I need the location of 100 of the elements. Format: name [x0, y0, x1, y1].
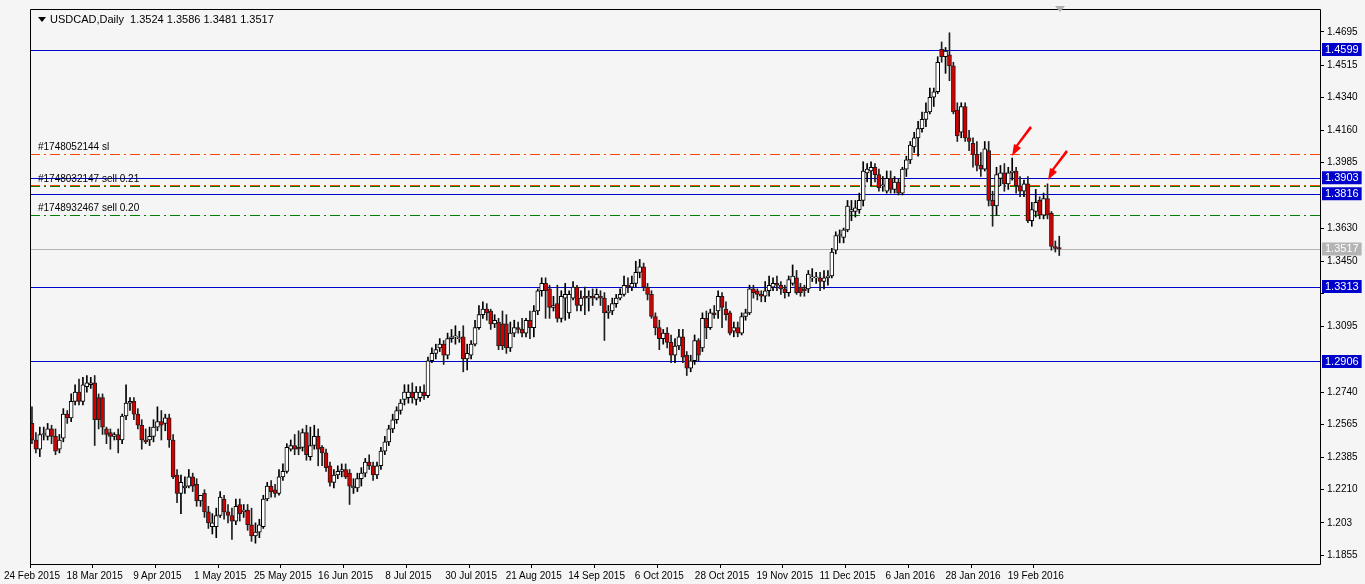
- y-tick-label: 1.1855: [1327, 548, 1359, 560]
- candlestick: [53, 428, 58, 456]
- candlestick: [602, 292, 607, 341]
- y-tick-label: 1.3985: [1327, 156, 1359, 168]
- candlestick: [994, 166, 999, 216]
- candlestick: [598, 290, 603, 306]
- candlestick: [555, 284, 560, 323]
- candlestick: [292, 434, 297, 456]
- y-tick-label: 1.4515: [1327, 58, 1359, 70]
- y-tick-label: 1.3630: [1327, 221, 1359, 233]
- candlestick: [900, 166, 905, 196]
- candlestick: [507, 321, 513, 352]
- candlestick: [300, 428, 305, 452]
- x-tick-label: 28 Jan 2016: [945, 569, 1001, 581]
- y-tick-label: 1.203: [1327, 516, 1353, 528]
- candlestick: [892, 176, 897, 194]
- ref-line-label: 1.4599: [1325, 43, 1359, 56]
- candlestick: [547, 284, 552, 319]
- candlestick: [108, 428, 113, 450]
- candlestick: [147, 426, 152, 446]
- candlestick: [888, 170, 893, 194]
- candlestick: [45, 423, 50, 441]
- x-tick-label: 30 Jul 2015: [445, 569, 498, 581]
- candlestick: [445, 332, 450, 360]
- x-tick-label: 18 Mar 2015: [66, 569, 124, 581]
- y-tick-label: 1.2565: [1327, 418, 1359, 430]
- candlestick: [751, 284, 756, 299]
- candlestick: [586, 290, 592, 312]
- candlestick: [398, 399, 403, 415]
- ref-line-label: 1.2906: [1325, 355, 1359, 368]
- candlestick: [504, 314, 509, 354]
- candlestick: [649, 290, 654, 319]
- candlestick: [755, 288, 760, 301]
- x-tick-label: 1 May 2015: [194, 569, 247, 581]
- candlestick: [739, 312, 744, 336]
- x-tick-label: 25 May 2015: [253, 569, 313, 581]
- candlestick: [464, 343, 470, 371]
- candlestick: [805, 270, 811, 293]
- candlestick: [1037, 196, 1042, 220]
- candlestick: [88, 377, 94, 389]
- chart-title: USDCAD,Daily 1.3524 1.3586 1.3481 1.3517: [50, 13, 274, 25]
- y-tick-label: 1.4160: [1327, 124, 1359, 136]
- ref-line-label: 1.3903: [1325, 171, 1359, 184]
- candlestick: [947, 32, 952, 82]
- candlestick: [696, 338, 701, 362]
- candlestick: [347, 469, 352, 505]
- x-tick-label: 11 Dec 2015: [819, 569, 876, 581]
- x-tick-label: 8 Jul 2015: [385, 569, 432, 581]
- candlestick: [1053, 240, 1058, 253]
- candlestick: [743, 308, 748, 321]
- x-tick-label: 19 Nov 2015: [756, 569, 814, 581]
- candlestick: [1056, 235, 1062, 256]
- candlestick: [406, 384, 411, 404]
- candlestick: [155, 406, 160, 432]
- candlestick: [1002, 163, 1007, 192]
- candlestick: [590, 288, 595, 306]
- candlestick: [249, 507, 254, 542]
- candlestick: [645, 283, 650, 301]
- x-tick-label: 9 Apr 2015: [133, 569, 183, 581]
- candlestick: [449, 329, 454, 343]
- candlestick: [802, 284, 807, 297]
- candlestick: [308, 426, 313, 461]
- ref-line-label: 1.3517: [1325, 242, 1359, 255]
- ref-line-label: #1748052144 sl: [38, 141, 110, 153]
- ref-line-label: 1.3816: [1325, 187, 1359, 200]
- candlestick: [304, 424, 309, 461]
- candlestick: [441, 340, 446, 365]
- y-tick-label: 1.2740: [1327, 385, 1359, 397]
- candlestick: [453, 325, 458, 345]
- candlestick: [198, 494, 203, 507]
- candlestick: [543, 277, 548, 319]
- candlestick: [253, 522, 258, 544]
- ref-line-label: #1748932467 sell 0.20: [38, 202, 140, 214]
- candlestick: [1041, 192, 1046, 220]
- y-tick-label: 1.4695: [1327, 25, 1359, 37]
- candlestick: [896, 178, 901, 196]
- x-tick-label: 6 Oct 2015: [634, 569, 685, 581]
- x-tick-label: 14 Sep 2015: [568, 569, 626, 581]
- ref-line-label: 1.3313: [1325, 280, 1359, 293]
- x-tick-label: 28 Oct 2015: [694, 569, 750, 581]
- candlestick: [296, 430, 301, 456]
- x-tick-label: 24 Feb 2015: [3, 569, 61, 581]
- y-tick-label: 1.2210: [1327, 483, 1359, 495]
- candlestick: [402, 384, 407, 406]
- candlestick: [758, 290, 764, 303]
- candlestick: [841, 227, 846, 244]
- candlestick: [700, 312, 705, 352]
- candlestick: [939, 41, 944, 63]
- candlestick: [492, 314, 497, 328]
- x-tick-label: 21 Aug 2015: [505, 569, 563, 581]
- candlestick: [747, 284, 752, 316]
- candlestick: [210, 513, 215, 535]
- candlestick: [202, 489, 207, 518]
- candlestick: [943, 47, 948, 74]
- candlestick: [594, 288, 599, 301]
- y-tick-label: 1.2385: [1327, 451, 1359, 463]
- candlestick: [496, 318, 501, 351]
- candlestick: [245, 504, 250, 531]
- candlestick: [551, 295, 556, 312]
- y-tick-label: 1.4340: [1327, 91, 1359, 103]
